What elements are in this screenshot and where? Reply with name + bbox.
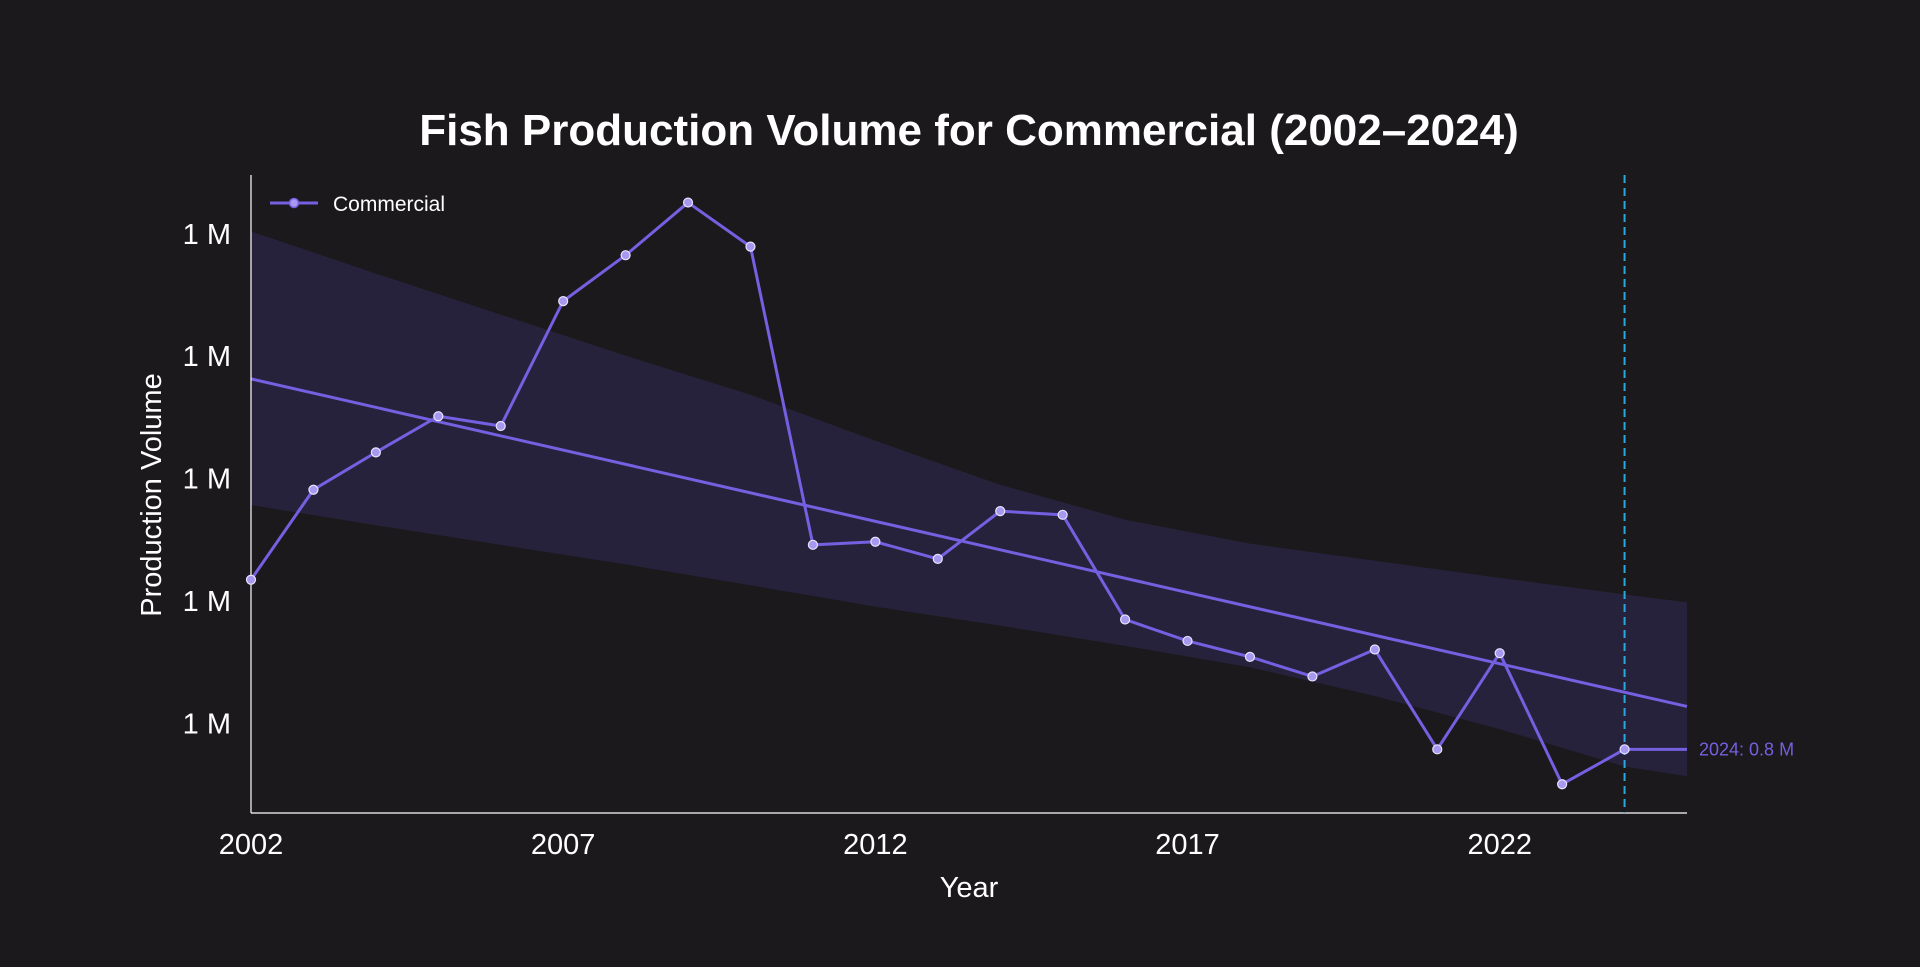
data-point xyxy=(933,554,942,563)
data-point xyxy=(1433,745,1442,754)
plot-area: 1 M 1 M 1 M 1 M 1 M 2002 2007 2012 2017 2022 2024:… xyxy=(183,175,1794,861)
y-tick-label: 1 M xyxy=(183,341,231,373)
x-axis-label: Year xyxy=(940,872,999,904)
data-point xyxy=(684,198,693,207)
data-point xyxy=(247,575,256,584)
y-tick-label: 1 M xyxy=(183,586,231,618)
data-point xyxy=(1058,510,1067,519)
y-tick-label: 1 M xyxy=(183,464,231,496)
data-point xyxy=(309,485,318,494)
x-tick-label: 2002 xyxy=(219,829,284,861)
data-point xyxy=(1558,780,1567,789)
legend-label-commercial: Commercial xyxy=(333,193,445,216)
x-tick-label: 2017 xyxy=(1155,829,1220,861)
y-axis-label: Production Volume xyxy=(136,373,168,616)
y-tick-label: 1 M xyxy=(183,219,231,251)
data-point xyxy=(746,242,755,251)
data-point xyxy=(559,297,568,306)
data-point xyxy=(1308,672,1317,681)
data-point xyxy=(1183,636,1192,645)
data-point xyxy=(808,540,817,549)
data-point xyxy=(371,448,380,457)
legend-marker xyxy=(290,199,299,208)
data-point xyxy=(996,507,1005,516)
data-point xyxy=(1495,649,1504,658)
data-point xyxy=(871,537,880,546)
x-tick-label: 2012 xyxy=(843,829,908,861)
y-tick-label: 1 M xyxy=(183,709,231,741)
trend-line xyxy=(251,379,1687,707)
x-tick-label: 2007 xyxy=(531,829,596,861)
data-point xyxy=(1370,645,1379,654)
data-point xyxy=(434,412,443,421)
data-point xyxy=(1121,615,1130,624)
data-point xyxy=(496,422,505,431)
legend: Commercial xyxy=(270,193,445,216)
chart-title: Fish Production Volume for Commercial (2… xyxy=(419,106,1519,155)
data-point xyxy=(1245,652,1254,661)
end-value-label: 2024: 0.8 M xyxy=(1699,739,1794,759)
data-point xyxy=(621,251,630,260)
data-point xyxy=(1620,745,1629,754)
x-tick-label: 2022 xyxy=(1467,829,1532,861)
